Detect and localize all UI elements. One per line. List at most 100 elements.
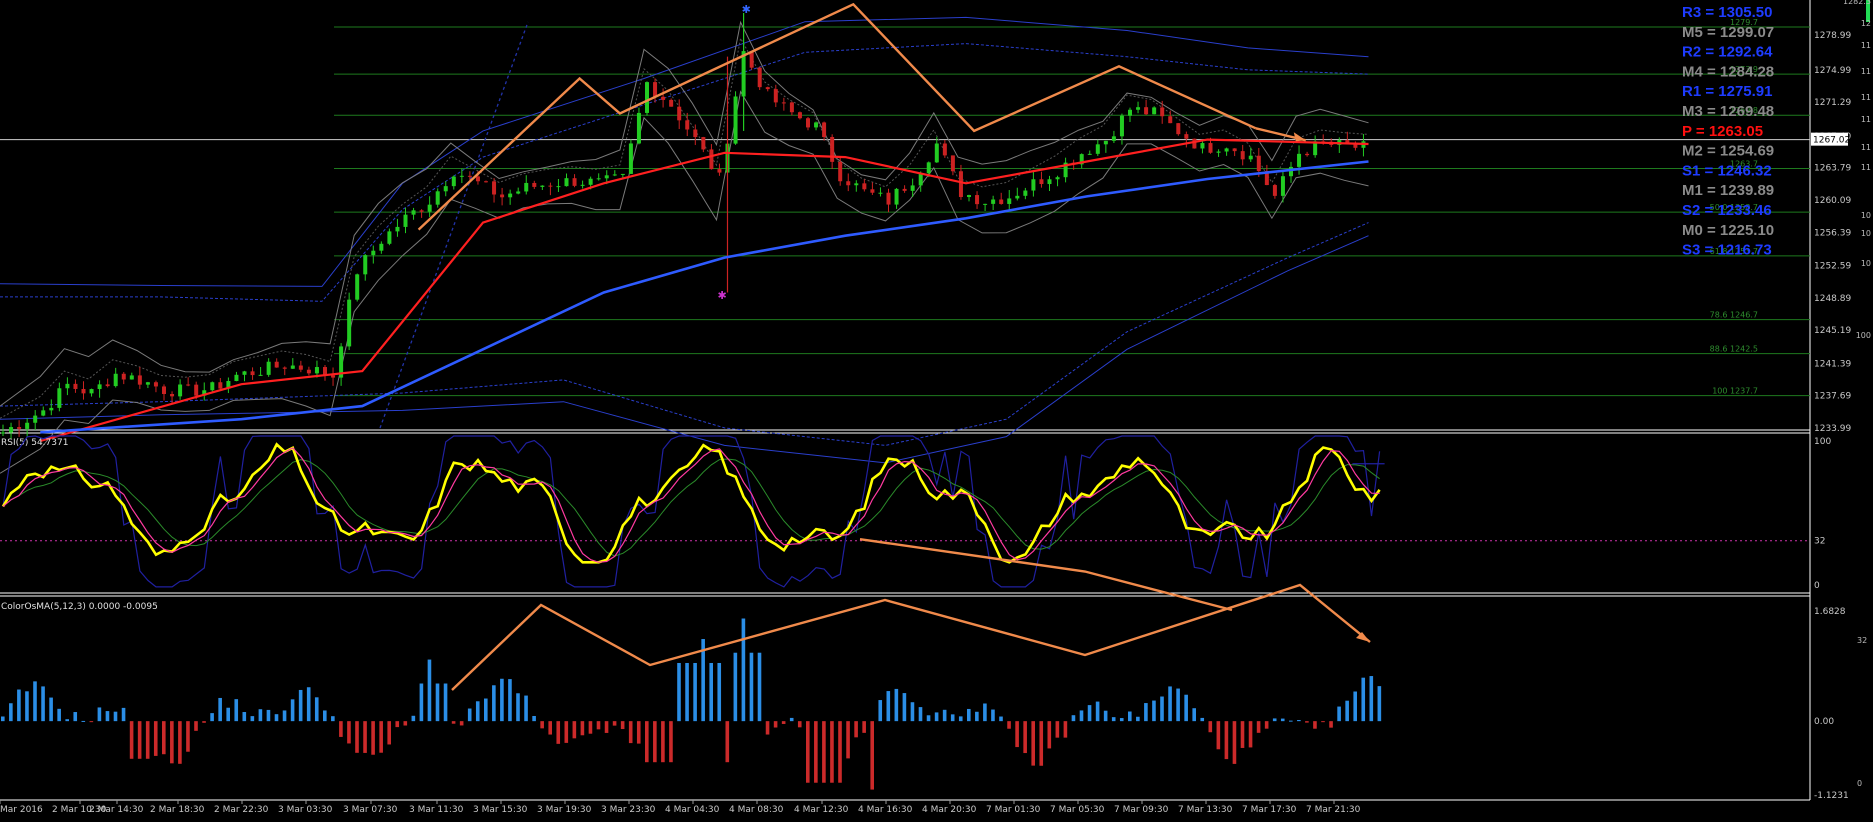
candle <box>967 194 971 202</box>
osma-arrowhead <box>1356 632 1370 642</box>
candle <box>451 175 456 190</box>
candle <box>636 107 641 145</box>
osma-bar <box>886 691 891 722</box>
candle <box>1055 175 1060 187</box>
candle <box>274 358 279 368</box>
candle-body <box>765 87 770 90</box>
candle <box>757 66 762 90</box>
candle <box>1248 147 1253 162</box>
osma-bar <box>556 721 561 744</box>
candle-body <box>636 112 641 144</box>
candle-body <box>822 122 827 138</box>
candle <box>685 112 690 137</box>
fib-level-label: 1263.7 <box>1730 159 1758 168</box>
candle <box>162 384 166 401</box>
edge-label: 11 <box>1861 143 1871 152</box>
osma-bar <box>89 721 94 723</box>
candle <box>298 360 303 373</box>
osma-bar <box>1007 721 1011 729</box>
candle <box>363 253 368 281</box>
candle-body <box>1305 153 1310 156</box>
osma-bar <box>403 721 408 726</box>
candle-body <box>1232 148 1237 152</box>
candle <box>89 388 94 397</box>
candle <box>234 371 239 382</box>
candle <box>347 292 352 351</box>
candle-body <box>999 199 1004 204</box>
candle-body <box>371 250 376 256</box>
candle-body <box>451 176 456 187</box>
candle-body <box>524 182 529 192</box>
rsi-panel[interactable]: RSI(5) 54.7371 <box>0 435 1810 612</box>
candle <box>894 187 899 209</box>
candle-body <box>588 178 593 185</box>
candle <box>814 121 819 131</box>
candle-body <box>298 365 303 370</box>
candle <box>1 424 5 437</box>
candle <box>789 101 794 116</box>
candle-body <box>1039 179 1044 185</box>
candle-body <box>1184 134 1189 139</box>
time-axis-label: 7 Mar 05:30 <box>1050 805 1105 815</box>
osma-bar <box>1353 691 1357 722</box>
candle-body <box>1136 107 1141 110</box>
osma-bar <box>1103 710 1108 722</box>
candle <box>669 98 674 107</box>
osma-bar <box>153 721 158 756</box>
osma-panel[interactable]: ColorOsMA(5,12,3) 0.0000 -0.0095 <box>1 583 1382 790</box>
osma-bar <box>290 699 295 722</box>
candle-body <box>516 191 521 194</box>
osma-bar <box>983 703 987 722</box>
candle-body <box>942 143 947 156</box>
candle <box>153 380 158 393</box>
time-axis-label: 7 Mar 21:30 <box>1306 805 1361 815</box>
osma-bar <box>49 697 53 722</box>
current-price-label: 1267.02 <box>1813 136 1850 146</box>
osma-bar <box>33 681 37 722</box>
candle-body <box>475 176 480 182</box>
osma-bar <box>105 711 110 722</box>
candle-body <box>604 175 609 179</box>
osma-bar <box>242 712 247 722</box>
osma-bar <box>524 695 528 722</box>
candle <box>645 81 649 116</box>
time-axis-label: 3 Mar 07:30 <box>343 805 398 815</box>
candle <box>1160 100 1165 124</box>
candle <box>781 97 786 111</box>
candle-body <box>282 367 287 369</box>
osma-bar <box>1337 706 1341 722</box>
candle <box>1047 175 1052 191</box>
edge-label: 10 <box>1861 229 1871 238</box>
candle <box>1007 190 1012 211</box>
bollinger-lower <box>0 90 1369 474</box>
price-axis-label: 1271.29 <box>1814 98 1851 108</box>
candle <box>854 180 859 192</box>
candle <box>1103 140 1108 153</box>
osma-bar <box>1345 700 1349 722</box>
candle-body <box>419 210 424 212</box>
osma-bar <box>1168 686 1172 722</box>
candle-body <box>25 422 30 429</box>
candle <box>1144 99 1149 116</box>
osma-bar <box>202 721 206 723</box>
osma-bar <box>789 717 794 722</box>
candle-body <box>830 137 835 162</box>
candle <box>1289 161 1293 183</box>
candle <box>1152 106 1157 115</box>
candle <box>717 163 722 176</box>
edge-label: 11 <box>1861 67 1871 76</box>
candle-body <box>508 193 513 198</box>
candle-body <box>331 375 336 378</box>
osma-bar <box>1023 721 1027 754</box>
candle-body <box>1023 190 1028 196</box>
osma-bar <box>459 721 464 726</box>
envelope-upper-2 <box>0 43 1369 302</box>
candle-body <box>645 82 649 113</box>
pivot-label: M4 = 1284.28 <box>1682 63 1774 80</box>
osma-bar <box>250 716 255 722</box>
osma-bar <box>162 721 166 755</box>
candle <box>846 173 851 192</box>
candle <box>202 382 207 401</box>
